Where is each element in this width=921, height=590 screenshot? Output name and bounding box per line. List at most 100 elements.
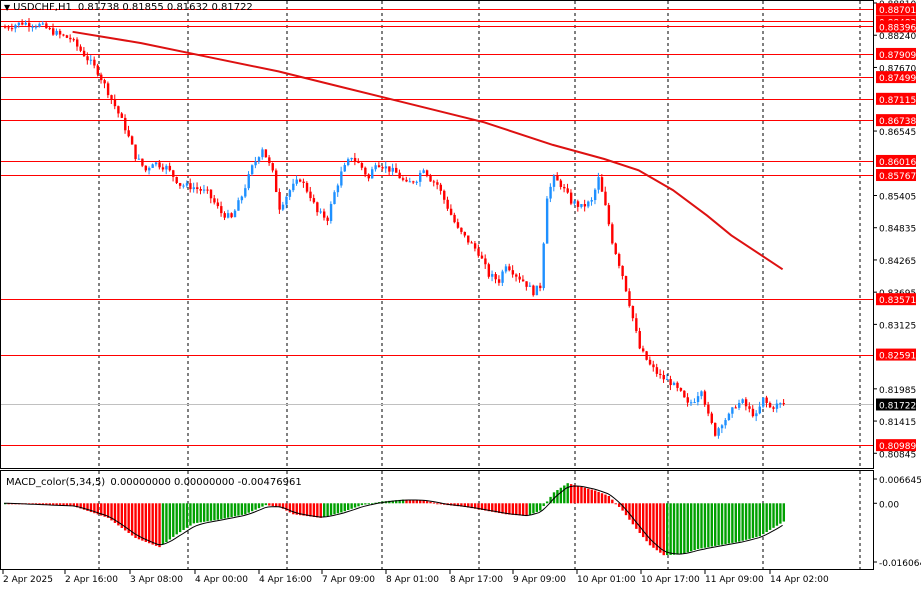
time-tick-label: 3 Apr 08:00 <box>130 575 183 585</box>
candle-body <box>261 149 264 158</box>
macd-bar <box>350 503 353 509</box>
price-level-label: 0.82591 <box>879 352 916 362</box>
macd-bar <box>734 503 737 543</box>
candle-body <box>367 174 370 179</box>
candle-body <box>607 205 611 225</box>
candle-body <box>590 200 593 202</box>
candle-body <box>271 163 274 171</box>
candle-body <box>213 198 216 203</box>
candle-body <box>648 359 652 365</box>
macd-bar <box>604 494 607 504</box>
candle-body <box>477 248 480 256</box>
macd-bar <box>772 503 775 528</box>
candle-body <box>748 406 751 409</box>
candle-body <box>679 387 683 391</box>
macd-bar <box>573 485 576 504</box>
macd-bar <box>569 484 573 504</box>
macd-bar <box>590 489 593 504</box>
candle-body <box>398 172 401 179</box>
candle-body <box>250 165 254 175</box>
macd-bar <box>621 503 624 511</box>
candle-body <box>381 167 384 169</box>
macd-bar <box>508 503 511 515</box>
price-level-label: 0.85767 <box>879 172 916 182</box>
candle-body <box>744 399 748 407</box>
candle-body <box>292 183 295 191</box>
candle-body <box>432 181 436 183</box>
macd-bar <box>254 503 257 510</box>
candle-body <box>714 422 717 436</box>
macd-bar <box>542 503 545 507</box>
candle-body <box>106 83 110 96</box>
macd-bar <box>395 500 398 504</box>
candle-body <box>110 95 113 99</box>
macd-bar <box>532 503 535 514</box>
macd-bar <box>473 503 477 509</box>
price-level-badge <box>876 154 916 167</box>
macd-bar <box>707 503 710 548</box>
macd-axis: 0.0066454 0.00 -0.0160646 <box>873 476 921 569</box>
macd-bar <box>347 503 350 510</box>
macd-bar <box>405 499 408 504</box>
candle-body <box>717 428 720 436</box>
macd-bar <box>41 503 45 505</box>
candle-body <box>762 397 765 407</box>
macd-tick-label: 0.00 <box>879 500 899 510</box>
macd-bar <box>237 503 240 516</box>
candle-body <box>148 167 151 171</box>
candle-body <box>58 30 62 35</box>
macd-bar <box>298 503 302 516</box>
macd-bar <box>141 503 144 541</box>
time-tick-label: 8 Apr 17:00 <box>450 575 503 585</box>
candle-body <box>52 28 55 35</box>
price-level-label: 0.86016 <box>879 158 916 168</box>
candle-body <box>48 28 51 30</box>
candle-body <box>604 191 607 206</box>
macd-bar <box>230 503 233 517</box>
macd-bar <box>264 503 268 506</box>
candle-body <box>779 403 782 405</box>
symbol-timeframe: USDCHF,H1 <box>13 2 72 13</box>
candle-body <box>319 211 322 213</box>
candle-body <box>65 35 69 38</box>
macd-bar <box>220 503 223 520</box>
price-tick-label: 0.87670 <box>879 64 916 74</box>
horizontal-levels[interactable] <box>1 9 873 446</box>
macd-bar <box>439 503 443 505</box>
candle-body <box>672 382 676 386</box>
time-tick-label: 7 Apr 09:00 <box>322 575 375 585</box>
candle-body <box>415 181 418 183</box>
macd-bar <box>343 503 346 512</box>
macd-bar <box>659 503 662 553</box>
price-level-badge <box>876 71 916 84</box>
candle-body <box>76 39 79 47</box>
macd-bar <box>192 503 196 524</box>
candle-body <box>515 274 518 277</box>
macd-bar <box>518 503 521 516</box>
candle-body <box>322 211 326 218</box>
candle-body <box>669 379 672 386</box>
candle-body <box>755 413 758 417</box>
candle-body <box>686 397 689 403</box>
candle-body <box>772 407 775 409</box>
candle-body <box>600 177 604 192</box>
candle-body <box>611 224 614 244</box>
macd-bar <box>93 503 96 514</box>
candle-body <box>556 175 559 181</box>
candle-body <box>182 185 185 187</box>
candle-body <box>497 279 501 283</box>
candle-body <box>446 199 449 209</box>
collapse-triangle-icon[interactable]: ▼ <box>4 3 11 12</box>
macd-bar <box>360 503 364 506</box>
macd-bar <box>611 499 614 504</box>
macd-bar <box>477 503 480 510</box>
candle-body <box>583 204 587 207</box>
candle-body <box>628 291 631 306</box>
price-level-badge <box>876 92 916 105</box>
macd-bar <box>515 503 518 516</box>
candle-body <box>31 26 34 28</box>
macd-bar <box>436 503 439 505</box>
macd-bar <box>755 503 758 538</box>
macd-signal-line <box>4 485 783 555</box>
